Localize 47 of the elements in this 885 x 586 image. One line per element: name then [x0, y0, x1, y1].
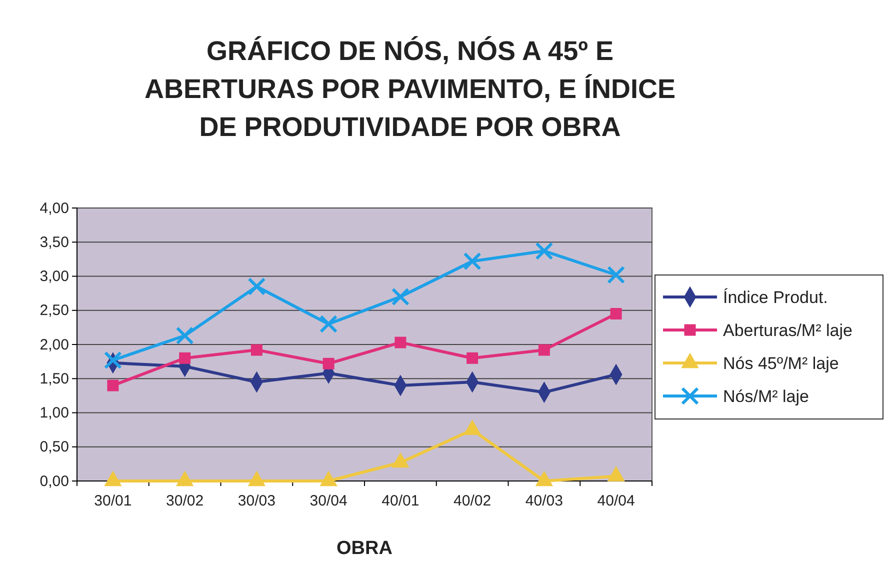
x-tick-label: 30/01: [94, 492, 132, 510]
point: [107, 380, 119, 392]
x-tick-label: 40/03: [525, 492, 563, 510]
point: [176, 471, 194, 486]
point: [250, 344, 262, 356]
y-tick-label: 2,00: [40, 336, 69, 354]
point: [610, 308, 622, 320]
point: [391, 288, 410, 306]
point: [608, 466, 625, 482]
point: [394, 336, 406, 348]
legend-label: Nós/M² laje: [723, 387, 809, 406]
x-tick-label: 40/01: [382, 492, 420, 510]
point: [322, 358, 334, 370]
y-tick-label: 1,00: [40, 404, 69, 422]
point: [538, 344, 550, 356]
x-tick-label: 30/02: [166, 492, 204, 510]
y-tick-label: 4,00: [40, 200, 69, 217]
point: [464, 420, 481, 435]
y-tick-label: 3,50: [40, 234, 69, 251]
legend-label: Nós 45º/M² laje: [723, 354, 839, 373]
x-tick-label: 40/02: [454, 492, 492, 510]
point: [463, 252, 482, 270]
x-axis-title: OBRA: [336, 538, 393, 559]
point: [392, 452, 409, 468]
point: [536, 471, 553, 486]
point: [607, 266, 626, 284]
x-tick-label: 30/04: [310, 492, 348, 510]
x-tick-label: 40/04: [597, 492, 635, 510]
y-tick-label: 2,50: [40, 302, 69, 320]
point: [248, 277, 266, 296]
y-tick-label: 3,00: [40, 268, 69, 286]
chart-title: GRÁFICO DE NÓS, NÓS A 45º E ABERTURAS POR PAVIMENTO, E ÍNDICE DE PRODUTIVIDADE POR OBRA: [144, 36, 676, 142]
point: [104, 471, 122, 486]
point: [176, 326, 194, 345]
point: [320, 314, 338, 334]
point: [466, 352, 478, 364]
y-tick-label: 1,50: [40, 370, 69, 388]
legend-label: Índice Produt.: [723, 288, 828, 307]
point: [104, 351, 122, 370]
y-tick-label: 0,00: [40, 472, 69, 490]
legend-label: Aberturas/M² laje: [723, 321, 852, 340]
point: [535, 242, 554, 260]
y-tick-label: 0,50: [40, 438, 69, 456]
point: [320, 471, 338, 486]
point: [179, 352, 191, 364]
x-tick-label: 30/03: [238, 492, 276, 510]
point: [248, 471, 266, 486]
